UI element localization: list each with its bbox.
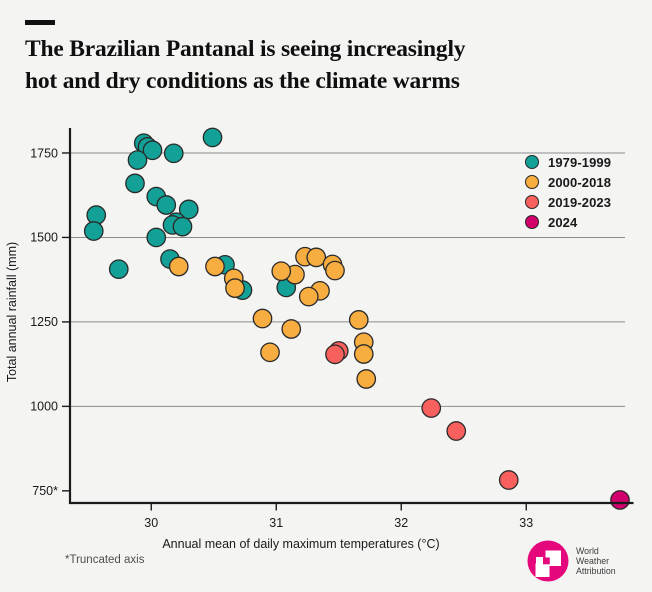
legend-item-2024: 2024: [525, 212, 611, 232]
wwa-logo-text-line3: Attribution: [576, 566, 616, 576]
data-point-2000-2018: [281, 319, 302, 339]
data-point-2019-2023: [498, 470, 519, 490]
data-point-1979-1999: [163, 143, 184, 164]
data-point-1979-1999: [125, 173, 145, 194]
data-point-1979-1999: [202, 127, 223, 148]
chart-title-line1: The Brazilian Pantanal is seeing increas…: [25, 36, 466, 62]
y-axis-title: Total annual rainfall (mm): [5, 241, 19, 383]
y-tick-label: 1000: [30, 400, 58, 414]
legend-label: 2024: [548, 214, 578, 230]
data-point-1979-1999: [156, 195, 177, 215]
data-point-2019-2023: [325, 344, 345, 365]
data-point-1979-1999: [146, 227, 167, 248]
data-point-2000-2018: [348, 310, 369, 330]
x-tick-label: 33: [519, 516, 533, 530]
y-tick-label: 1500: [30, 231, 58, 245]
wwa-logo-text-line2: Weather: [576, 556, 610, 566]
wwa-logo-text: World Weather Attribution: [576, 546, 616, 576]
data-point-2000-2018: [325, 260, 345, 281]
data-point-2000-2018: [168, 256, 189, 277]
legend-dot-icon: [525, 175, 539, 189]
data-point-2000-2018: [225, 278, 245, 298]
chart-title: The Brazilian Pantanal is seeing increas…: [25, 33, 640, 97]
data-point-1979-1999: [83, 221, 104, 241]
legend-dot-icon: [525, 215, 539, 229]
title-accent-bar: [25, 20, 55, 25]
axis-footnote: *Truncated axis: [65, 554, 145, 566]
data-point-1979-1999: [172, 216, 193, 237]
y-tick-label: 1250: [30, 315, 58, 329]
x-tick-label: 32: [394, 516, 408, 530]
wwa-logo: World Weather Attribution: [527, 540, 616, 582]
legend-item-1979-1999: 1979-1999: [525, 152, 611, 172]
data-point-1979-1999: [178, 199, 199, 220]
y-tick-label: 750*: [32, 484, 58, 498]
data-point-2000-2018: [271, 261, 292, 282]
data-point-2000-2018: [252, 308, 273, 329]
legend-label: 2000-2018: [548, 174, 612, 190]
x-tick-label: 30: [144, 516, 158, 530]
x-axis-title: Annual mean of daily maximum temperature…: [162, 537, 440, 551]
legend-dot-icon: [525, 155, 539, 169]
chart-title-line2: hot and dry conditions as the climate wa…: [25, 68, 460, 94]
data-point-2000-2018: [260, 342, 280, 363]
data-point-2019-2023: [421, 398, 442, 418]
data-point-2000-2018: [205, 256, 225, 277]
wwa-logo-text-line1: World: [576, 546, 599, 556]
x-tick-label: 31: [269, 516, 283, 530]
data-point-1979-1999: [127, 150, 148, 170]
y-tick-label: 1750: [30, 146, 58, 160]
legend: 1979-1999 2000-2018 2019-2023 2024: [525, 152, 611, 232]
data-point-2024: [610, 490, 630, 510]
data-point-2019-2023: [446, 421, 467, 441]
data-point-1979-1999: [108, 259, 129, 280]
legend-item-2019-2023: 2019-2023: [525, 192, 611, 212]
legend-item-2000-2018: 2000-2018: [525, 172, 611, 192]
data-point-1979-1999: [142, 140, 163, 161]
data-point-2000-2018: [298, 286, 319, 307]
legend-dot-icon: [525, 195, 539, 209]
data-point-2000-2018: [353, 344, 374, 364]
data-point-2000-2018: [306, 247, 327, 268]
legend-label: 1979-1999: [548, 154, 612, 170]
legend-label: 2019-2023: [548, 194, 612, 210]
data-point-2000-2018: [356, 369, 377, 389]
wwa-logo-icon: [527, 540, 569, 582]
